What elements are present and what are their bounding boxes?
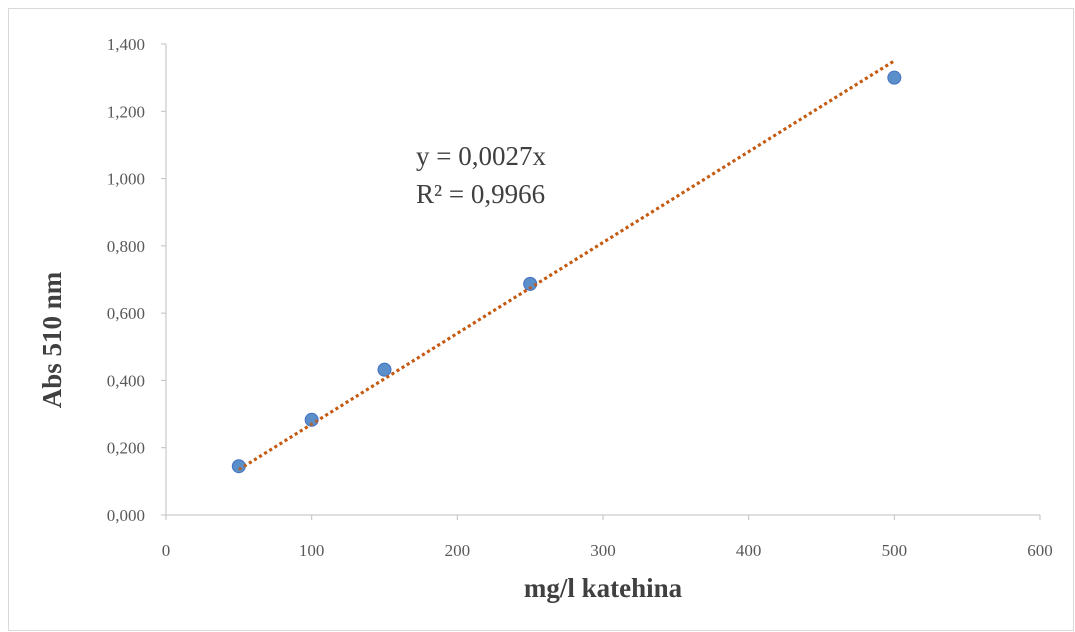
trendline-overlay <box>238 59 896 471</box>
x-tick-label: 500 <box>882 541 908 560</box>
y-tick-label: 0,400 <box>107 371 145 390</box>
y-tick-label: 1,400 <box>107 35 145 54</box>
y-tick-label: 1,200 <box>107 102 145 121</box>
y-tick-label: 0,800 <box>107 237 145 256</box>
x-tick-label: 600 <box>1027 541 1053 560</box>
data-point <box>887 70 902 85</box>
y-tick-label: 0,600 <box>107 304 145 323</box>
trendline-equation: y = 0,0027x <box>416 141 546 171</box>
data-point <box>304 412 319 427</box>
y-tick-labels: 0,000 0,200 0,400 0,600 0,800 1,000 1,200 1,400 <box>107 35 145 525</box>
x-tick-label: 100 <box>299 541 325 560</box>
y-tick-label: 0,000 <box>107 506 145 525</box>
data-points <box>231 59 902 474</box>
y-tick-label: 1,000 <box>107 170 145 189</box>
data-point <box>377 362 392 377</box>
y-tick-label: 0,200 <box>107 439 145 458</box>
y-axis-title: Abs 510 nm <box>37 271 67 408</box>
data-point <box>231 459 246 474</box>
x-tick-labels: 0 100 200 300 400 500 600 <box>162 541 1053 560</box>
x-axis-title: mg/l katehina <box>524 573 683 603</box>
axes <box>161 43 1041 520</box>
x-tick-label: 400 <box>736 541 762 560</box>
x-tick-label: 300 <box>590 541 616 560</box>
x-tick-label: 0 <box>162 541 171 560</box>
r-squared-label: R² = 0,9966 <box>416 179 545 209</box>
chart-frame <box>8 8 1074 631</box>
x-tick-label: 200 <box>445 541 471 560</box>
